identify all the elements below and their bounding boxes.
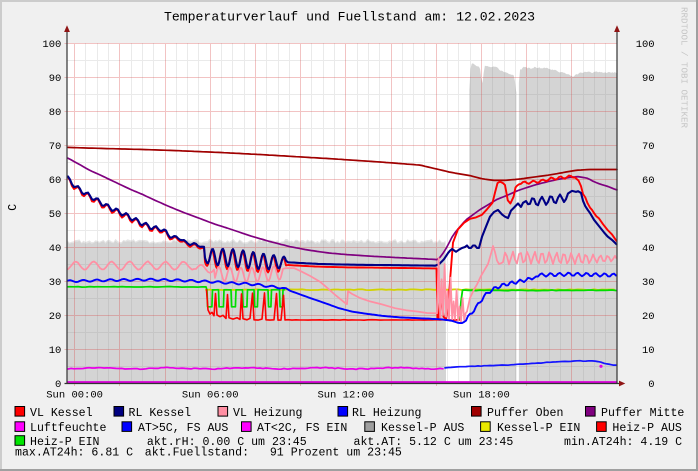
svg-text:C: C [7, 204, 20, 211]
svg-text:100: 100 [42, 39, 61, 51]
svg-text:60: 60 [49, 175, 62, 187]
svg-text:Sun 12:00: Sun 12:00 [317, 389, 374, 401]
svg-text:90: 90 [49, 73, 62, 85]
svg-text:20: 20 [642, 311, 655, 323]
svg-text:VL Kessel: VL Kessel [30, 407, 93, 420]
svg-text:akt.AT: 5.12 C um 23:45: akt.AT: 5.12 C um 23:45 [354, 436, 514, 449]
svg-text:min.AT24h: 4.19 C: min.AT24h: 4.19 C [564, 436, 682, 449]
svg-text:40: 40 [49, 243, 62, 255]
svg-text:Puffer Mitte: Puffer Mitte [601, 407, 684, 420]
svg-text:RL Kessel: RL Kessel [129, 407, 192, 420]
svg-text:akt.Fuellstand: 91 Prozent u: akt.Fuellstand: 91 Prozent um 23:45 [145, 447, 402, 460]
svg-text:Kessel-P AUS: Kessel-P AUS [381, 422, 464, 435]
svg-text:50: 50 [642, 209, 655, 221]
svg-text:10: 10 [49, 345, 62, 357]
svg-text:30: 30 [49, 277, 62, 289]
svg-text:RRDTOOL / TOBI OETIKER: RRDTOOL / TOBI OETIKER [679, 7, 690, 128]
svg-text:90: 90 [642, 73, 655, 85]
svg-text:akt.rH: 0.00 C um 23:45: akt.rH: 0.00 C um 23:45 [147, 436, 307, 449]
svg-text:VL Heizung: VL Heizung [233, 407, 302, 420]
svg-text:Temperaturverlauf und Fuellsta: Temperaturverlauf und Fuellstand am: 12.… [164, 10, 535, 25]
svg-text:Kessel-P EIN: Kessel-P EIN [497, 422, 580, 435]
svg-text:10: 10 [642, 345, 655, 357]
svg-text:80: 80 [49, 107, 62, 119]
svg-text:Sun 18:00: Sun 18:00 [453, 389, 510, 401]
svg-text:70: 70 [642, 141, 655, 153]
svg-text:80: 80 [642, 107, 655, 119]
svg-text:30: 30 [642, 277, 655, 289]
svg-text:Heiz-P EIN: Heiz-P EIN [30, 436, 100, 449]
svg-text:Heiz-P AUS: Heiz-P AUS [612, 422, 682, 435]
svg-text:60: 60 [642, 175, 655, 187]
svg-text:RL Heizung: RL Heizung [352, 407, 421, 420]
svg-text:100: 100 [636, 39, 655, 51]
svg-text:50: 50 [49, 209, 62, 221]
svg-text:Luftfeuchte: Luftfeuchte [30, 422, 106, 435]
svg-text:0: 0 [648, 379, 654, 391]
svg-text:Sun 06:00: Sun 06:00 [182, 389, 239, 401]
svg-text:AT<2C, FS EIN: AT<2C, FS EIN [257, 422, 347, 435]
svg-text:20: 20 [49, 311, 62, 323]
svg-text:Sun 00:00: Sun 00:00 [46, 389, 103, 401]
svg-text:Puffer Oben: Puffer Oben [487, 407, 563, 420]
svg-text:max.AT24h: 6.81 C: max.AT24h: 6.81 C [15, 447, 133, 460]
svg-text:40: 40 [642, 243, 655, 255]
svg-text:0: 0 [55, 379, 61, 391]
svg-text:70: 70 [49, 141, 62, 153]
svg-text:AT>5C, FS AUS: AT>5C, FS AUS [138, 422, 228, 435]
